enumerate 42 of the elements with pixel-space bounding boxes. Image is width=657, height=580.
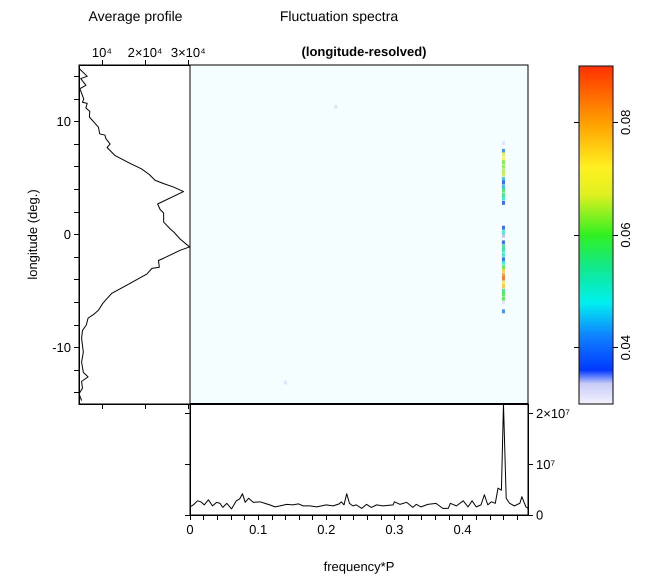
x-tick-label: 0 [186, 522, 194, 537]
chart-title: Average profile [88, 8, 183, 24]
color-bar-label: 0.04 [618, 335, 633, 360]
point [502, 160, 505, 164]
y-tick-label: 2×10⁷ [536, 406, 570, 422]
chart-title: Fluctuation spectra [280, 8, 398, 24]
x-tick-label: 0.1 [249, 522, 268, 537]
x-axis-title: frequency*P [324, 559, 394, 574]
x-tick-label: 0.2 [317, 522, 336, 537]
x-tick-label: 2×10⁴ [128, 45, 163, 60]
x-tick-label: 0.4 [454, 522, 472, 537]
point [502, 200, 505, 205]
point [502, 309, 505, 314]
point [502, 252, 505, 257]
y-tick-label: -10 [52, 340, 71, 355]
color-bar-label: 0.08 [618, 110, 633, 135]
chart-subtitle: (longitude-resolved) [302, 44, 426, 59]
y-tick-label: 10 [56, 114, 71, 129]
point [502, 240, 505, 244]
y-tick-label: 10⁷ [536, 456, 556, 472]
color-bar-label: 0.06 [618, 222, 633, 248]
point [502, 188, 505, 192]
x-tick-label: 0.3 [385, 522, 404, 537]
point [502, 292, 505, 296]
point [502, 152, 505, 156]
y-axis-title: longitude (deg.) [25, 189, 40, 280]
point [502, 234, 505, 238]
point [502, 300, 505, 304]
point [502, 196, 505, 200]
point [502, 276, 505, 281]
y-tick-label: 0 [536, 508, 544, 522]
point [502, 248, 505, 252]
point [502, 284, 505, 288]
point [502, 226, 505, 230]
point [502, 268, 505, 273]
x-tick-label: 10⁴ [92, 45, 112, 60]
point [502, 180, 505, 185]
point [502, 260, 505, 265]
y-tick-label: 0 [64, 227, 71, 242]
point [502, 164, 505, 169]
x-tick-label: 3×10⁴ [170, 45, 206, 60]
point [502, 172, 505, 177]
